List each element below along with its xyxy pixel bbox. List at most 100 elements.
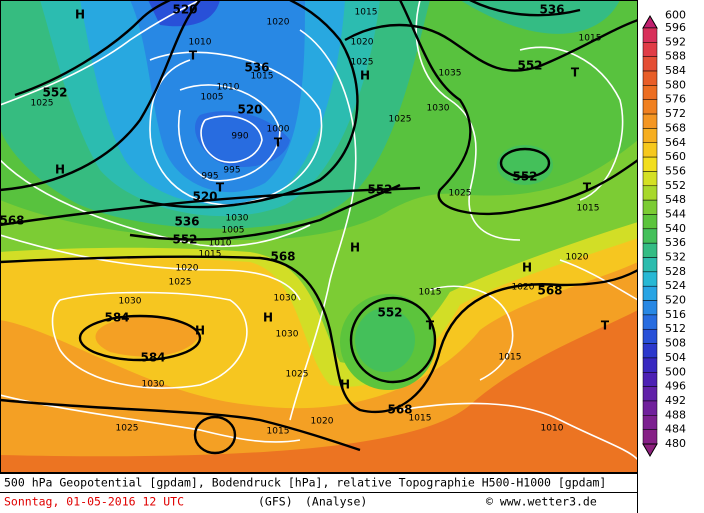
pressure-label: 1000: [267, 125, 290, 135]
colorbar-label: 540: [665, 222, 686, 235]
pressure-label: 1030: [427, 104, 450, 114]
colorbar-label: 596: [665, 21, 686, 34]
geopotential-label: 552: [517, 59, 542, 73]
colorbar-cell: [642, 171, 658, 187]
colorbar-label: 592: [665, 35, 686, 48]
pressure-label: 1020: [512, 283, 535, 293]
colorbar-cell: [642, 42, 658, 57]
pressure-center: H: [340, 378, 350, 392]
geopotential-label: 552: [42, 86, 67, 100]
pressure-label: 1030: [226, 214, 249, 224]
geopotential-label: 568: [387, 403, 412, 417]
colorbar-cell: [642, 228, 658, 244]
colorbar-label: 496: [665, 380, 686, 393]
geopotential-label: 568: [270, 250, 295, 264]
caption-title: 500 hPa Geopotential [gpdam], Bodendruck…: [4, 476, 606, 490]
pressure-label: 1025: [169, 278, 192, 288]
colorbar-cell: [642, 372, 658, 387]
colorbar-label: 588: [665, 50, 686, 63]
colorbar-cell: [642, 271, 658, 287]
geopotential-label: 552: [377, 306, 402, 320]
pressure-center: T: [274, 136, 283, 150]
colorbar-cell: [642, 357, 658, 373]
geopotential-label: 536: [244, 61, 269, 75]
map-frame: [0, 0, 638, 473]
pressure-label: 1015: [355, 8, 378, 18]
colorbar-label: 568: [665, 121, 686, 134]
pressure-center: H: [263, 311, 273, 325]
colorbar-label: 580: [665, 78, 686, 91]
pressure-center: H: [360, 69, 370, 83]
colorbar-cell: [642, 142, 658, 158]
pressure-center: T: [571, 66, 580, 80]
colorbar-label: 508: [665, 337, 686, 350]
pressure-label: 1025: [351, 58, 374, 68]
caption-kind: (Analyse): [305, 495, 367, 509]
colorbar-label: 516: [665, 308, 686, 321]
colorbar-cell: [642, 185, 658, 201]
pressure-label: 1015: [579, 34, 602, 44]
pressure-label: 1020: [566, 253, 589, 263]
colorbar-cell: [642, 128, 658, 144]
colorbar-label: 532: [665, 251, 686, 264]
pressure-label: 1010: [541, 424, 564, 434]
geopotential-label: 568: [0, 214, 25, 228]
pressure-label: 1035: [439, 69, 462, 79]
colorbar-label: 536: [665, 236, 686, 249]
colorbar-cell: [642, 415, 658, 430]
geopotential-label: 552: [512, 170, 537, 184]
pressure-label: 995: [223, 166, 240, 176]
pressure-label: 1005: [201, 93, 224, 103]
colorbar-cell: [642, 27, 658, 43]
pressure-label: 1010: [189, 38, 212, 48]
colorbar-cell: [642, 328, 658, 344]
colorbar-label: 524: [665, 279, 686, 292]
colorbar-cell: [642, 386, 658, 402]
colorbar-label: 572: [665, 107, 686, 120]
geopotential-label: 520: [237, 103, 262, 117]
pressure-center: T: [426, 319, 435, 333]
geopotential-label: 536: [539, 3, 564, 17]
pressure-label: 1030: [142, 380, 165, 390]
colorbar-label: 548: [665, 193, 686, 206]
colorbar-label: 484: [665, 423, 686, 436]
colorbar-cell: [642, 429, 658, 445]
pressure-label: 1025: [286, 370, 309, 380]
pressure-label: 1015: [199, 250, 222, 260]
pressure-label: 1015: [419, 288, 442, 298]
colorbar-label: 492: [665, 394, 686, 407]
pressure-center: H: [350, 241, 360, 255]
pressure-label: 1015: [409, 414, 432, 424]
colorbar-label: 520: [665, 294, 686, 307]
pressure-label: 1020: [351, 38, 374, 48]
pressure-label: 1010: [217, 83, 240, 93]
geopotential-label: 552: [367, 183, 392, 197]
colorbar-label: 560: [665, 150, 686, 163]
geopotential-label: 584: [104, 311, 129, 325]
colorbar-label: 600: [665, 9, 686, 22]
colorbar-cell: [642, 257, 658, 273]
pressure-label: 1005: [222, 226, 245, 236]
colorbar-cell: [642, 113, 658, 129]
pressure-center: T: [216, 181, 225, 195]
pressure-center: H: [55, 163, 65, 177]
colorbar-label: 552: [665, 179, 686, 192]
caption-model: (GFS): [258, 495, 293, 509]
map-field: [0, 0, 638, 473]
pressure-label: 1025: [116, 424, 139, 434]
pressure-label: 995: [201, 172, 218, 182]
pressure-center: H: [195, 324, 205, 338]
colorbar-cell: [642, 343, 658, 359]
pressure-label: 1025: [389, 115, 412, 125]
map-labels: 1010101510051010990995995100010201015102…: [0, 3, 610, 437]
pressure-label: 1015: [499, 353, 522, 363]
pressure-label: 1020: [176, 264, 199, 274]
colorbar: 6005965925885845805765725685645605565525…: [642, 9, 686, 457]
pressure-center: T: [601, 319, 610, 333]
pressure-label: 990: [231, 132, 248, 142]
geopotential-label: 536: [174, 215, 199, 229]
pressure-label: 1015: [267, 427, 290, 437]
pressure-label: 1030: [276, 330, 299, 340]
pressure-label: 1030: [119, 297, 142, 307]
